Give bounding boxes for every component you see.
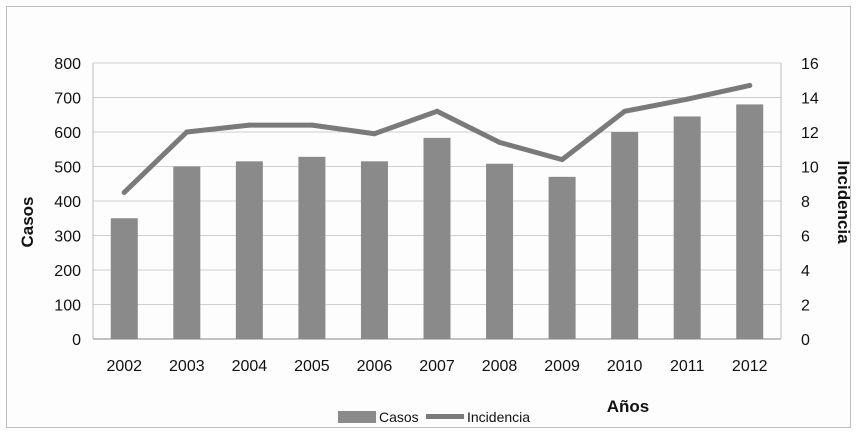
x-tick-label: 2006 bbox=[357, 358, 393, 375]
bar-casos-2002 bbox=[110, 218, 138, 339]
y-tick-label: 800 bbox=[54, 56, 81, 73]
y2-tick-label: 6 bbox=[801, 229, 810, 246]
y-tick-label: 200 bbox=[54, 263, 81, 280]
y2-tick-label: 10 bbox=[801, 160, 819, 177]
y-tick-label: 0 bbox=[72, 332, 81, 349]
point-incidencia-2003 bbox=[184, 129, 190, 135]
bar-casos-2006 bbox=[360, 161, 388, 339]
x-tick-label: 2009 bbox=[544, 358, 580, 375]
legend: Casos Incidencia bbox=[338, 409, 530, 425]
x-tick-label: 2004 bbox=[232, 358, 268, 375]
x-tick-label: 2005 bbox=[294, 358, 330, 375]
y2-tick-label: 0 bbox=[801, 332, 810, 349]
y2-tick-label: 4 bbox=[801, 263, 810, 280]
y-tick-label: 600 bbox=[54, 125, 81, 142]
x-tick-label: 2012 bbox=[732, 358, 768, 375]
y-axis-title: Casos bbox=[18, 196, 37, 247]
x-tick-label: 2011 bbox=[670, 358, 705, 375]
y2-tick-label: 16 bbox=[801, 56, 819, 73]
incidencia-line bbox=[121, 82, 753, 195]
left-axis-ticks: 0 100 200 300 400 500 600 700 800 bbox=[54, 56, 81, 349]
casos-bars bbox=[110, 104, 764, 340]
y2-tick-label: 2 bbox=[801, 298, 810, 315]
legend-swatch-incidencia bbox=[426, 414, 464, 419]
point-incidencia-2004 bbox=[246, 122, 252, 128]
y2-tick-label: 12 bbox=[801, 125, 819, 142]
legend-swatch-casos bbox=[338, 411, 376, 423]
legend-label-incidencia: Incidencia bbox=[467, 409, 530, 425]
point-incidencia-2010 bbox=[622, 108, 628, 114]
point-incidencia-2011 bbox=[684, 96, 690, 102]
bar-casos-2007 bbox=[423, 137, 451, 339]
point-incidencia-2008 bbox=[497, 139, 503, 145]
x-axis-ticks: 2002 2003 2004 2005 2006 2007 2008 2009 2010 2011… bbox=[106, 358, 767, 375]
x-tick-label: 2002 bbox=[106, 358, 142, 375]
y-tick-label: 100 bbox=[54, 298, 81, 315]
point-incidencia-2007 bbox=[434, 108, 440, 114]
point-incidencia-2012 bbox=[747, 82, 753, 88]
y-tick-label: 300 bbox=[54, 229, 81, 246]
x-tick-label: 2008 bbox=[482, 358, 518, 375]
bar-casos-2011 bbox=[673, 116, 701, 339]
y-tick-label: 400 bbox=[54, 194, 81, 211]
bar-casos-2003 bbox=[173, 166, 201, 339]
gridlines bbox=[92, 62, 782, 340]
y-tick-label: 700 bbox=[54, 91, 81, 108]
bar-casos-2012 bbox=[736, 104, 764, 340]
point-incidencia-2005 bbox=[309, 122, 315, 128]
point-incidencia-2006 bbox=[371, 131, 377, 137]
x-axis-title: Años bbox=[607, 397, 650, 416]
y2-tick-label: 14 bbox=[801, 91, 819, 108]
point-incidencia-2002 bbox=[121, 189, 127, 195]
y2-axis-title: Incidencia bbox=[834, 160, 853, 244]
point-incidencia-2009 bbox=[559, 157, 565, 163]
bar-casos-2008 bbox=[486, 163, 514, 339]
y2-tick-label: 8 bbox=[801, 194, 810, 211]
x-tick-label: 2003 bbox=[169, 358, 205, 375]
legend-label-casos: Casos bbox=[379, 409, 419, 425]
x-tick-label: 2010 bbox=[607, 358, 643, 375]
bar-casos-2009 bbox=[548, 176, 576, 339]
bar-casos-2005 bbox=[298, 156, 326, 339]
bar-casos-2010 bbox=[611, 132, 639, 339]
right-axis-ticks: 0 2 4 6 8 10 12 14 16 bbox=[801, 56, 819, 349]
bar-casos-2004 bbox=[235, 161, 263, 339]
y-tick-label: 500 bbox=[54, 160, 81, 177]
x-tick-label: 2007 bbox=[419, 358, 455, 375]
